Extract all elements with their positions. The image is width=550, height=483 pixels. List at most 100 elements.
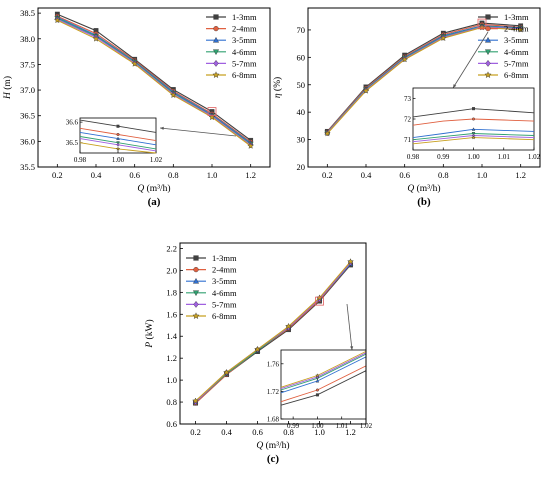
inset-data-point [472, 107, 476, 111]
zoom-connector [452, 31, 489, 89]
legend-label: 3-5mm [504, 35, 529, 45]
inset-y-tick-label: 1.76 [267, 360, 280, 368]
zoom-box [315, 296, 324, 306]
plot-frame [307, 7, 541, 168]
legend-marker [484, 71, 492, 79]
zoom-arrow [160, 126, 164, 130]
legend-label: 2-4mm [504, 24, 529, 34]
x-tick-label: 0.8 [438, 170, 449, 180]
x-axis-label: Q (m³/h) [407, 183, 440, 194]
legend-marker [192, 277, 200, 284]
inset-x-tick-label: 1.00 [467, 153, 480, 161]
y-tick-label: 37.0 [20, 85, 35, 95]
panel-label: (c) [267, 453, 280, 465]
x-tick-label: 1.2 [345, 427, 356, 437]
inset-x-tick-label: 1.02 [360, 422, 373, 430]
x-tick-label: 0.4 [361, 170, 372, 180]
series-line-2-4mm [326, 23, 521, 133]
legend-marker [212, 71, 220, 79]
data-point [439, 34, 447, 42]
y-tick-label: 38.5 [20, 8, 35, 18]
plot-frame [37, 7, 271, 168]
inset-x-tick-label: 1.02 [528, 153, 541, 161]
x-tick-label: 1.2 [515, 170, 526, 180]
legend-label: 6-8mm [504, 70, 529, 80]
legend-marker [484, 36, 492, 43]
inset-data-point [116, 142, 120, 147]
legend-marker [485, 14, 491, 20]
y-tick-label: 0.8 [166, 397, 177, 407]
data-point [401, 56, 409, 63]
inset-y-tick-label: 36.5 [66, 139, 79, 147]
y-tick-label: 36.0 [20, 136, 35, 146]
y-tick-label: 30 [297, 135, 306, 145]
inset-data-point [116, 124, 120, 128]
chart-panel-1: 0.2 0.4 0.6 0.8 1.0 1.2 35.5 36.0 36.5 37.0 37.5 38… [2, 7, 271, 208]
y-tick-label: 1.6 [166, 309, 177, 319]
series-line-1-3mm [326, 22, 521, 132]
series-line-2-4mm [57, 15, 252, 143]
inset-x-tick-label: 1.01 [498, 153, 511, 161]
y-tick-label: 1.8 [166, 287, 177, 297]
x-tick-label: 0.4 [221, 427, 232, 437]
inset-x-tick-label: 1.00 [112, 156, 125, 164]
legend-label: 5-7mm [232, 58, 257, 68]
zoom-connector [159, 127, 237, 137]
y-axis-label: P (kW) [144, 319, 155, 348]
inset-x-tick-label: 1.02 [150, 156, 163, 164]
legend-marker [192, 290, 200, 297]
series-line-5-7mm [57, 18, 252, 146]
data-point [223, 368, 230, 376]
inset-x-tick-label: 0.98 [74, 156, 87, 164]
legend-marker [212, 49, 220, 56]
y-tick-label: 60 [297, 52, 306, 62]
x-tick-label: 1.0 [314, 427, 325, 437]
zoom-arrow [350, 346, 354, 350]
legend-label: 1-3mm [212, 253, 237, 263]
y-tick-label: 1.4 [166, 331, 177, 341]
inset-data-point [472, 117, 476, 121]
legend-label: 6-8mm [212, 311, 237, 321]
panel-label: (b) [417, 196, 431, 208]
y-tick-label: 50 [297, 80, 306, 90]
legend-label: 5-7mm [212, 299, 237, 309]
legend-marker [193, 267, 199, 273]
series-line-6-8mm [57, 19, 252, 147]
legend-label: 1-3mm [504, 12, 529, 22]
inset-x-tick-label: 0.99 [287, 422, 300, 430]
data-point [285, 322, 292, 330]
inset-data-point [315, 388, 319, 392]
data-point [254, 345, 261, 353]
data-point [362, 87, 370, 94]
y-axis-label: H (m) [2, 76, 13, 100]
data-point [53, 16, 61, 24]
inset-x-tick-label: 0.98 [407, 153, 420, 161]
x-tick-label: 1.0 [477, 170, 488, 180]
data-point [192, 397, 199, 404]
legend-label: 4-6mm [504, 47, 529, 57]
series-line-3-5mm [57, 16, 252, 144]
inset-x-tick-label: 1.01 [336, 422, 349, 430]
x-tick-label: 0.8 [168, 170, 179, 180]
x-tick-label: 1.0 [207, 170, 218, 180]
data-point [247, 142, 255, 149]
y-tick-label: 20 [297, 162, 306, 172]
zoom-arrow [453, 84, 457, 88]
legend-marker [192, 312, 200, 320]
inset-data-point [471, 135, 476, 140]
y-axis-label: η (%) [272, 77, 283, 98]
data-point [208, 113, 216, 121]
legend-marker [213, 26, 219, 32]
inset-x-tick-label: 0.99 [437, 153, 450, 161]
y-tick-label: 38.0 [20, 34, 35, 44]
y-tick-label: 37.5 [20, 59, 35, 69]
y-tick-label: 2.2 [166, 243, 177, 253]
y-tick-label: 35.5 [20, 162, 35, 172]
legend-label: 4-6mm [232, 47, 257, 57]
x-tick-label: 0.8 [283, 427, 294, 437]
x-tick-label: 0.2 [52, 170, 63, 180]
panel-label: (a) [148, 196, 161, 208]
series-line-6-8mm [195, 261, 351, 402]
inset-y-tick-label: 73 [404, 95, 412, 103]
legend-label: 2-4mm [212, 265, 237, 275]
